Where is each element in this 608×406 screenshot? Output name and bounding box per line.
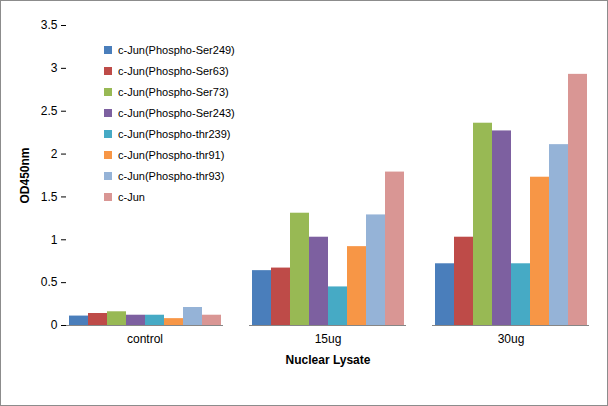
- svg-text:30ug: 30ug: [498, 332, 525, 346]
- svg-text:Nuclear Lysate: Nuclear Lysate: [286, 353, 371, 367]
- svg-text:control: control: [127, 332, 163, 346]
- svg-text:15ug: 15ug: [315, 332, 342, 346]
- svg-text:0: 0: [51, 318, 58, 332]
- html-text:c-Jun(Phospho-Ser249): c-Jun(Phospho-Ser249): [118, 43, 235, 56]
- html-text:c-Jun: c-Jun: [118, 190, 145, 203]
- html-text:c-Jun(Phospho-Ser73): c-Jun(Phospho-Ser73): [118, 85, 229, 98]
- svg-text:2.5: 2.5: [41, 104, 58, 118]
- svg-text:OD450nm: OD450nm: [18, 147, 32, 203]
- svg-text:1.5: 1.5: [41, 190, 58, 204]
- svg-text:1: 1: [51, 233, 58, 247]
- html-text:c-Jun(Phospho-thr239): c-Jun(Phospho-thr239): [118, 127, 231, 140]
- svg-text:0.5: 0.5: [41, 275, 58, 289]
- svg-text:3.5: 3.5: [41, 18, 58, 32]
- svg-text:3: 3: [51, 61, 58, 75]
- html-text:c-Jun(Phospho-thr93): c-Jun(Phospho-thr93): [118, 169, 225, 182]
- svg-text:2: 2: [51, 147, 58, 161]
- html-text:c-Jun(Phospho-thr91): c-Jun(Phospho-thr91): [118, 148, 225, 161]
- html-text:c-Jun(Phospho-Ser243): c-Jun(Phospho-Ser243): [118, 106, 235, 119]
- html-text:c-Jun(Phospho-Ser63): c-Jun(Phospho-Ser63): [118, 64, 229, 77]
